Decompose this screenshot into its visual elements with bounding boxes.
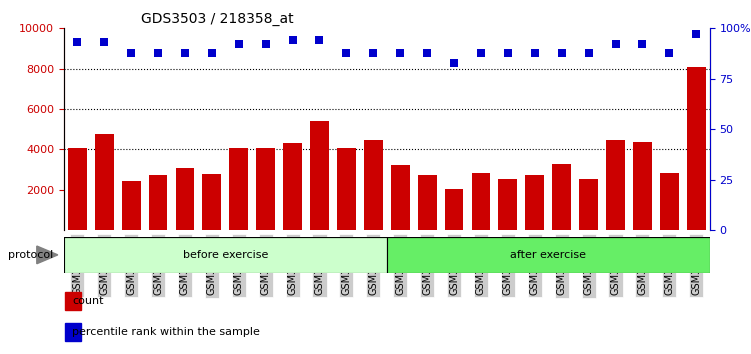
Bar (229, 148, 248, 230)
Bar (176, 167, 195, 230)
Polygon shape (37, 246, 58, 264)
Point (287, 38, 299, 43)
Point (502, 50, 514, 55)
Text: protocol: protocol (8, 250, 53, 260)
Point (313, 38, 325, 43)
Point (556, 50, 568, 55)
Point (583, 50, 595, 55)
Bar (579, 179, 598, 230)
Bar (68, 148, 86, 230)
Bar (122, 181, 140, 230)
Point (610, 42, 622, 47)
Bar (445, 189, 463, 230)
Bar (203, 173, 222, 230)
Point (663, 50, 675, 55)
Bar (499, 179, 517, 230)
Point (394, 50, 406, 55)
Bar (391, 165, 409, 230)
Bar (149, 175, 167, 230)
Point (636, 42, 648, 47)
Bar (660, 173, 679, 230)
Text: GDS3503 / 218358_at: GDS3503 / 218358_at (141, 12, 294, 26)
Point (152, 50, 164, 55)
Bar (65, 323, 81, 341)
Point (71, 40, 83, 45)
Bar (256, 148, 275, 230)
Bar (472, 173, 490, 230)
Text: count: count (72, 296, 104, 306)
Point (260, 42, 272, 47)
Bar (337, 148, 356, 230)
Bar (526, 175, 544, 230)
Bar (64, 237, 387, 273)
Bar (606, 140, 625, 230)
Point (98, 40, 110, 45)
Text: percentile rank within the sample: percentile rank within the sample (72, 327, 260, 337)
Bar (552, 164, 571, 230)
Bar (687, 67, 706, 230)
Bar (387, 237, 710, 273)
Point (206, 50, 218, 55)
Point (690, 32, 702, 37)
Text: after exercise: after exercise (510, 250, 587, 260)
Bar (310, 121, 329, 230)
Bar (364, 140, 383, 230)
Point (367, 50, 379, 55)
Point (233, 42, 245, 47)
Point (421, 50, 433, 55)
Bar (65, 292, 81, 310)
Text: before exercise: before exercise (182, 250, 268, 260)
Point (340, 50, 352, 55)
Bar (633, 142, 652, 230)
Bar (95, 134, 113, 230)
Bar (283, 143, 302, 230)
Point (475, 50, 487, 55)
Point (179, 50, 191, 55)
Point (529, 50, 541, 55)
Point (125, 50, 137, 55)
Bar (418, 175, 436, 230)
Point (448, 60, 460, 65)
